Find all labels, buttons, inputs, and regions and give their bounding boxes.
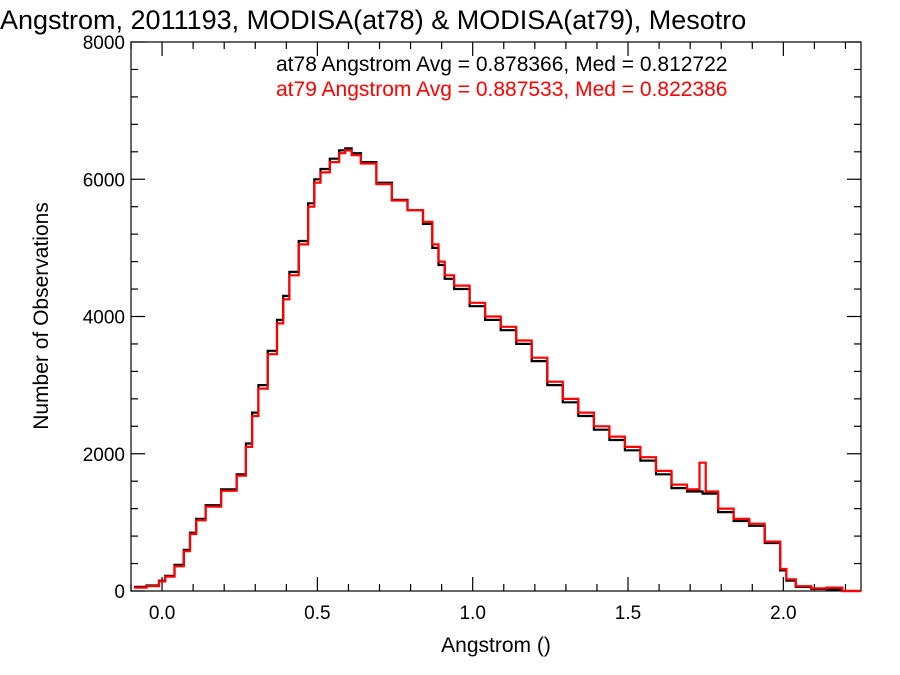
chart-title: Angstrom, 2011193, MODISA(at78) & MODISA…	[0, 5, 746, 35]
x-tick-label: 1.0	[459, 603, 485, 624]
series-line-0	[134, 147, 861, 593]
stat-annotation-at78: at78 Angstrom Avg = 0.878366, Med = 0.81…	[276, 53, 727, 76]
axis-tick-labels: 0.0 0.5 1.0 1.5 2.0 0 2000 4000 6000 8000	[83, 33, 797, 624]
x-tick-label: 0.0	[149, 603, 175, 624]
series-layer	[134, 147, 861, 593]
axis-ticks	[130, 41, 861, 592]
y-tick-label: 6000	[83, 170, 125, 191]
y-tick-label: 8000	[83, 33, 125, 54]
x-axis-label: Angstrom ()	[441, 634, 551, 657]
stat-annotation-at79: at79 Angstrom Avg = 0.887533, Med = 0.82…	[276, 78, 727, 101]
y-tick-label: 2000	[83, 445, 125, 466]
x-tick-label: 0.5	[304, 603, 330, 624]
x-tick-label: 2.0	[770, 603, 796, 624]
y-tick-label: 4000	[83, 308, 125, 329]
y-tick-label: 0	[114, 582, 125, 603]
y-axis-label: Number of Observations	[30, 202, 53, 430]
x-tick-label: 1.5	[615, 603, 641, 624]
series-line-1	[134, 149, 861, 593]
